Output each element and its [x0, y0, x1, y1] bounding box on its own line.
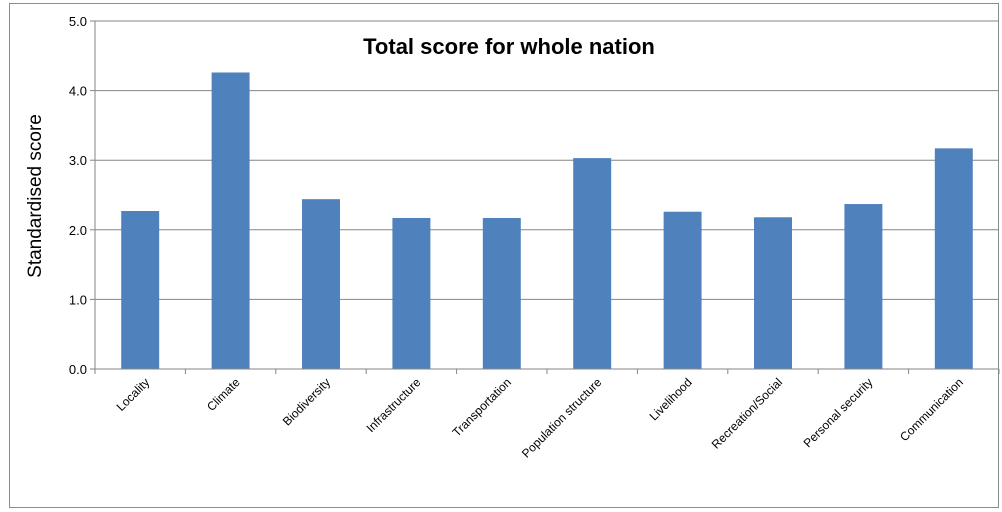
bar-infrastructure	[392, 217, 431, 369]
x-tick-label: Locality	[114, 375, 153, 414]
axes	[90, 20, 1000, 374]
bar-climate	[211, 72, 250, 369]
bar-transportation	[482, 217, 521, 369]
y-axis-label: Standardised score	[25, 114, 46, 278]
bar-locality	[121, 211, 160, 369]
bar-personal-security	[844, 204, 883, 369]
x-tick-label: Recreation/Social	[709, 375, 785, 451]
x-tick-label: Livelihood	[647, 375, 695, 423]
y-tick-label: 1.0	[69, 292, 87, 307]
bar-livelihood	[663, 211, 702, 369]
y-tick-labels: 0.0 1.0 2.0 3.0 4.0 5.0	[69, 14, 87, 377]
x-tick-label: Infrastructure	[364, 375, 424, 435]
x-tick-label: Climate	[204, 375, 243, 414]
x-tick-label: Transportation	[450, 375, 514, 439]
x-tick-label: Personal security	[801, 375, 876, 450]
x-tick-label: Communication	[897, 375, 966, 444]
bar-recreation-social	[754, 217, 792, 369]
x-tick-labels: Locality Climate Biodiversity Infrastructur…	[114, 375, 966, 461]
bar-population-structure	[573, 158, 612, 369]
y-tick-label: 0.0	[69, 362, 87, 377]
x-tick-label: Population structure	[519, 375, 605, 461]
bars	[121, 72, 973, 369]
bar-communication	[934, 148, 973, 369]
y-tick-label: 2.0	[69, 223, 87, 238]
y-tick-label: 4.0	[69, 84, 87, 99]
y-tick-label: 3.0	[69, 153, 87, 168]
chart-title: Total score for whole nation	[363, 34, 655, 59]
bar-biodiversity	[302, 199, 340, 369]
y-tick-label: 5.0	[69, 14, 87, 29]
x-tick-label: Biodiversity	[280, 375, 333, 428]
